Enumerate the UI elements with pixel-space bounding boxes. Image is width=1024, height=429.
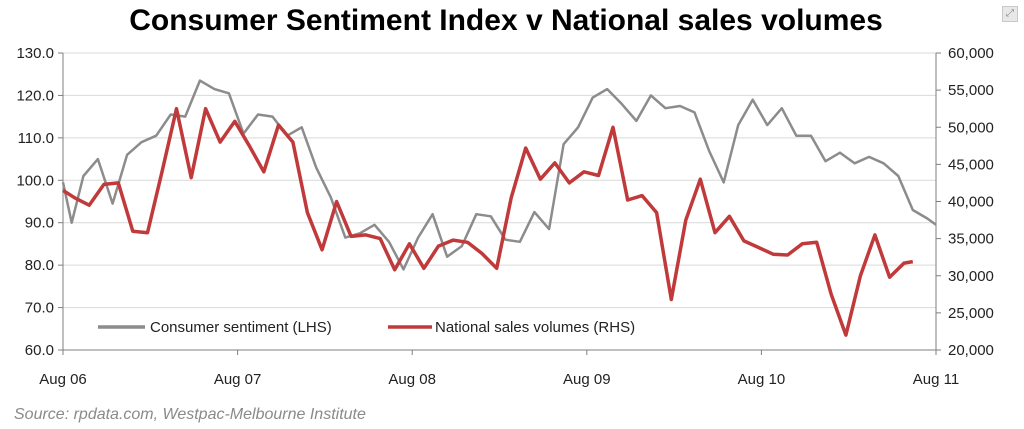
series-line-sentiment [61, 79, 937, 271]
legend-label-sales: National sales volumes (RHS) [435, 319, 635, 336]
gridlines [63, 52, 936, 309]
right-tick-label: 40,000 [948, 194, 994, 211]
x-tick-label: Aug 08 [388, 371, 436, 388]
left-tick-label: 130.0 [16, 45, 54, 62]
right-tick-label: 35,000 [948, 231, 994, 248]
legend: Consumer sentiment (LHS) National sales … [98, 319, 635, 336]
left-tick-label: 90.0 [25, 215, 54, 232]
chart-title: Consumer Sentiment Index v National sale… [129, 4, 883, 37]
expand-icon[interactable]: ⤢ [1002, 6, 1018, 22]
series-line-sales [62, 106, 914, 337]
x-tick-label: Aug 10 [738, 371, 786, 388]
right-tick-label: 55,000 [948, 82, 994, 99]
left-tick-label: 60.0 [25, 342, 54, 359]
right-tick-label: 25,000 [948, 305, 994, 322]
left-axis-ticks: 60.0 70.0 80.0 90.0 100.0 110.0 120.0 130.0 [16, 45, 63, 359]
series-lines [61, 79, 937, 337]
legend-label-sentiment: Consumer sentiment (LHS) [150, 319, 332, 336]
left-tick-label: 80.0 [25, 257, 54, 274]
right-tick-label: 20,000 [948, 342, 994, 359]
right-tick-label: 60,000 [948, 45, 994, 62]
right-tick-label: 50,000 [948, 119, 994, 136]
left-tick-label: 100.0 [16, 172, 54, 189]
left-tick-label: 70.0 [25, 300, 54, 317]
left-tick-label: 120.0 [16, 87, 54, 104]
x-tick-label: Aug 11 [913, 371, 959, 388]
x-tick-label: Aug 09 [563, 371, 611, 388]
right-axis-ticks: 20,000 25,000 30,000 35,000 40,000 45,000 50,0… [936, 45, 994, 359]
right-tick-label: 45,000 [948, 156, 994, 173]
right-tick-label: 30,000 [948, 268, 994, 285]
x-tick-label: Aug 07 [214, 371, 262, 388]
x-tick-label: Aug 06 [39, 371, 87, 388]
source-note: Source: rpdata.com, Westpac-Melbourne In… [14, 406, 366, 423]
x-axis-ticks: Aug 06 Aug 07 Aug 08 Aug 09 Aug 10 Aug 11 [39, 350, 959, 388]
left-tick-label: 110.0 [18, 130, 54, 147]
